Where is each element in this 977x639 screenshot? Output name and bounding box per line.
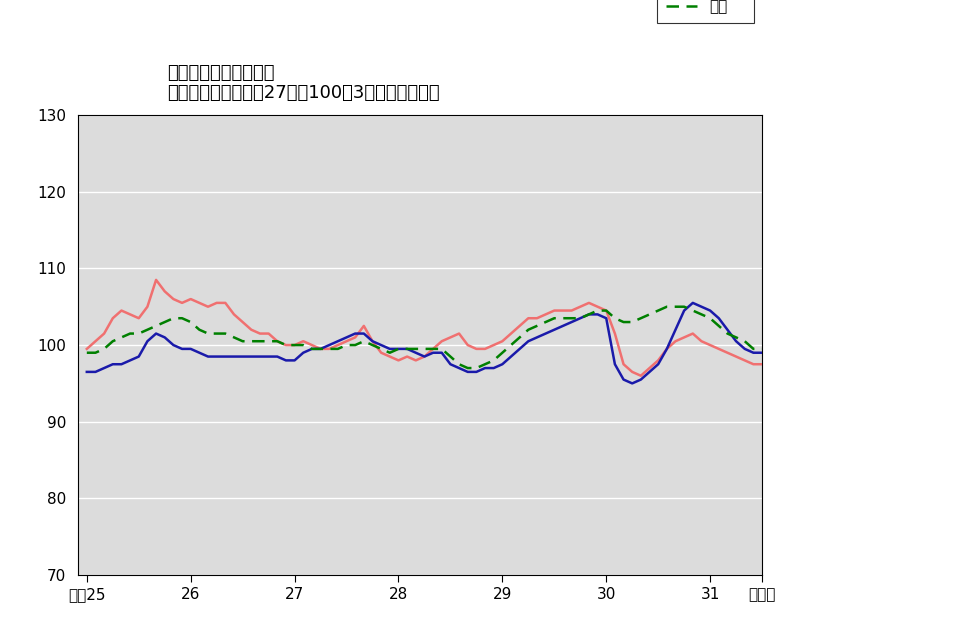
全国 — [661, 303, 673, 311]
中国地方 — [687, 299, 699, 307]
Line: 中国地方: 中国地方 — [87, 303, 762, 383]
Line: 鳥取県: 鳥取県 — [87, 280, 762, 376]
中国地方 — [358, 330, 369, 337]
中国地方 — [263, 353, 275, 360]
全国 — [756, 345, 768, 353]
全国 — [245, 337, 257, 345]
鳥取県 — [358, 322, 369, 330]
全国 — [81, 349, 93, 357]
中国地方 — [471, 368, 483, 376]
中国地方 — [574, 314, 586, 322]
全国 — [479, 360, 490, 368]
全国 — [583, 311, 595, 318]
全国 — [263, 337, 275, 345]
鳥取県 — [583, 299, 595, 307]
中国地方 — [350, 330, 361, 337]
鳥取県 — [150, 276, 162, 284]
Line: 全国: 全国 — [87, 307, 762, 368]
鳥取県 — [479, 345, 490, 353]
鳥取県 — [81, 345, 93, 353]
鳥取県 — [756, 360, 768, 368]
Legend: 鳥取県, 中国地方, 全国: 鳥取県, 中国地方, 全国 — [657, 0, 754, 24]
鳥取県 — [272, 337, 283, 345]
鳥取県 — [635, 372, 647, 380]
Text: 鉱工業生産指数の推移
（季節調整済、平成27年＝100、3ヶ月移動平均）: 鉱工業生産指数の推移 （季節調整済、平成27年＝100、3ヶ月移動平均） — [167, 63, 440, 102]
全国 — [462, 364, 474, 372]
中国地方 — [245, 353, 257, 360]
中国地方 — [626, 380, 638, 387]
鳥取県 — [254, 330, 266, 337]
全国 — [358, 337, 369, 345]
鳥取県 — [366, 337, 378, 345]
全国 — [350, 341, 361, 349]
中国地方 — [81, 368, 93, 376]
中国地方 — [756, 349, 768, 357]
